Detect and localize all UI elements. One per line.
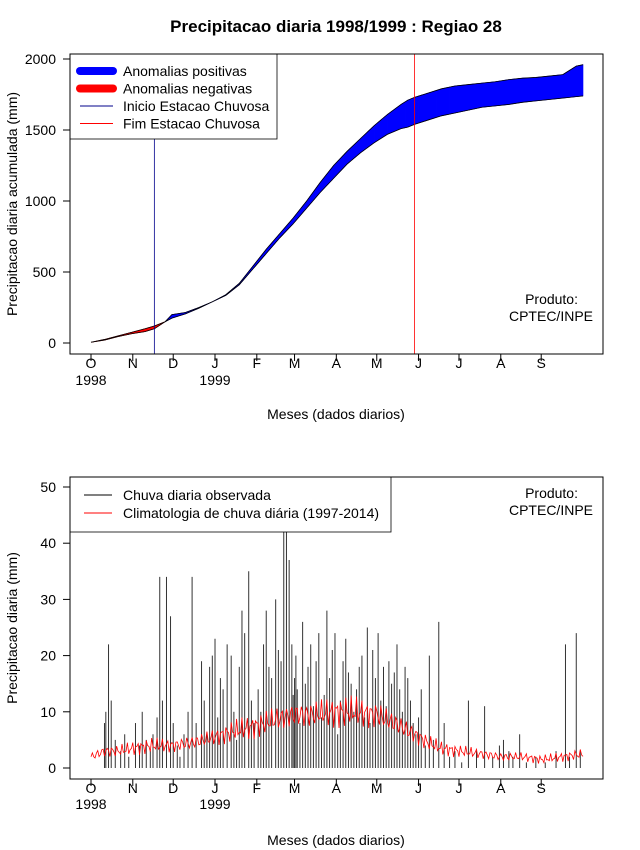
legend-label: Inicio Estacao Chuvosa xyxy=(123,98,270,114)
y-tick-label: 2000 xyxy=(25,51,56,67)
x-tick-label: S xyxy=(537,780,546,796)
x-tick-label: M xyxy=(289,355,301,371)
annotation-text: Produto: xyxy=(525,291,578,307)
x-tick-label: J xyxy=(455,780,462,796)
x-tick-label: F xyxy=(253,355,262,371)
y-axis-label: Precipitacao diaria acumulada (mm) xyxy=(4,92,20,316)
x-tick-label: A xyxy=(496,780,506,796)
year-label: 1998 xyxy=(75,372,106,388)
x-tick-label: A xyxy=(332,780,342,796)
legend-label: Chuva diaria observada xyxy=(123,487,271,503)
x-tick-label: S xyxy=(537,355,546,371)
y-tick-label: 0 xyxy=(48,335,56,351)
x-tick-label: O xyxy=(86,780,97,796)
x-tick-label: A xyxy=(332,355,342,371)
y-tick-label: 10 xyxy=(40,704,56,720)
x-tick-label: N xyxy=(128,355,138,371)
legend-label: Climatologia de chuva diária (1997-2014) xyxy=(123,505,379,521)
x-axis-label: Meses (dados diarios) xyxy=(267,406,405,422)
y-tick-label: 1500 xyxy=(25,122,56,138)
annotation-text: Produto: xyxy=(525,485,578,501)
climatology-daily-line xyxy=(90,695,584,764)
x-tick-label: D xyxy=(168,355,178,371)
y-tick-label: 1000 xyxy=(25,193,56,209)
annotation-text: CPTEC/INPE xyxy=(509,308,593,324)
observed-cumulative-line xyxy=(90,64,584,343)
year-label: 1998 xyxy=(75,796,106,812)
annotation-text: CPTEC/INPE xyxy=(509,502,593,518)
x-tick-label: J xyxy=(455,355,462,371)
x-tick-label: J xyxy=(415,780,422,796)
x-tick-label: J xyxy=(212,355,219,371)
year-label: 1999 xyxy=(199,796,230,812)
y-tick-label: 30 xyxy=(40,591,56,607)
x-tick-label: M xyxy=(289,780,301,796)
x-tick-label: J xyxy=(415,355,422,371)
y-tick-label: 50 xyxy=(40,479,56,495)
x-axis-label: Meses (dados diarios) xyxy=(267,832,405,848)
x-tick-label: M xyxy=(371,355,383,371)
x-tick-label: M xyxy=(371,780,383,796)
y-axis-label: Precipitacao diaria (mm) xyxy=(4,552,20,704)
year-label: 1999 xyxy=(199,372,230,388)
x-tick-label: F xyxy=(253,780,262,796)
y-tick-label: 500 xyxy=(33,264,57,280)
legend-label: Anomalias positivas xyxy=(123,63,247,79)
anomaly-positive xyxy=(581,64,584,97)
x-tick-label: J xyxy=(212,780,219,796)
y-tick-label: 20 xyxy=(40,648,56,664)
chart-title: Precipitacao diaria 1998/1999 : Regiao 2… xyxy=(170,17,502,36)
climatology-cumulative-line xyxy=(90,95,584,343)
x-tick-label: N xyxy=(128,780,138,796)
x-tick-label: A xyxy=(496,355,506,371)
x-tick-label: D xyxy=(168,780,178,796)
x-tick-label: O xyxy=(86,355,97,371)
legend-label: Fim Estacao Chuvosa xyxy=(123,116,260,132)
y-tick-label: 40 xyxy=(40,535,56,551)
legend-label: Anomalias negativas xyxy=(123,81,252,97)
y-tick-label: 0 xyxy=(48,760,56,776)
